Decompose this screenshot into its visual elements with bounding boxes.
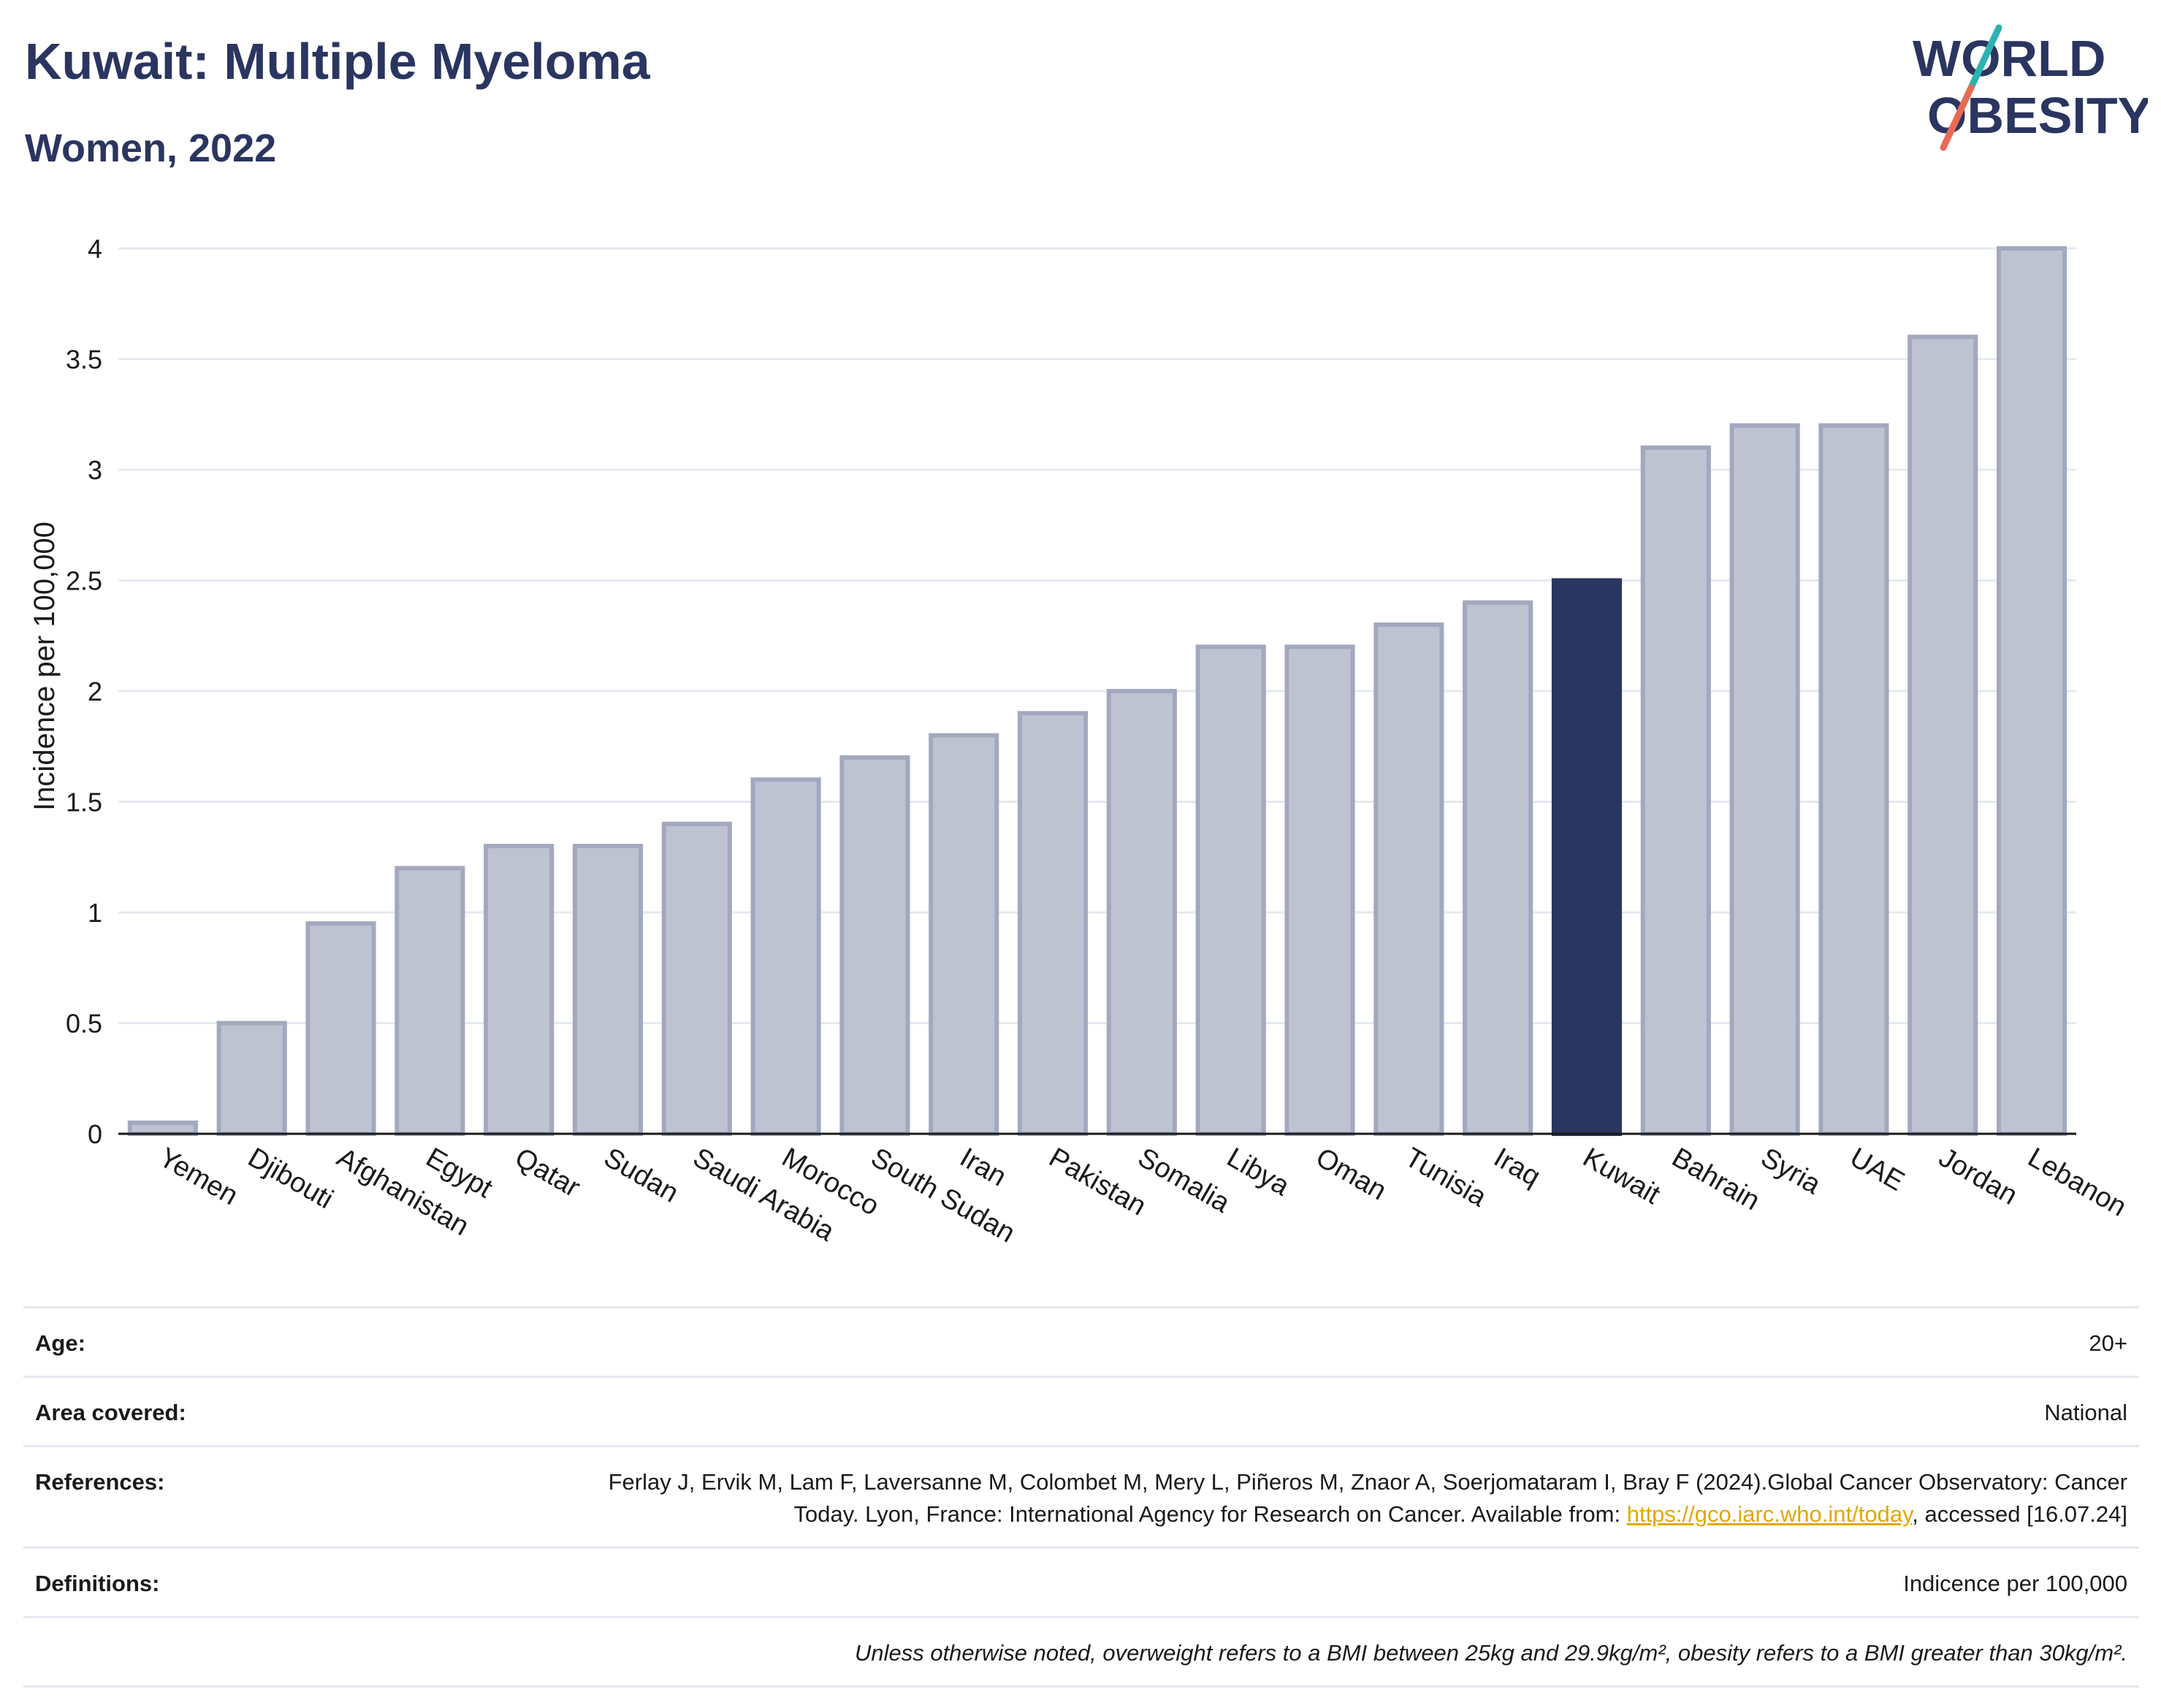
- logo-slash-coral: [1940, 84, 1975, 151]
- info-row-references: References: Ferlay J, Ervik M, Lam F, La…: [23, 1445, 2139, 1547]
- chart-subtitle: Women, 2022: [25, 126, 277, 170]
- x-tick-label: Syria: [1756, 1142, 1826, 1200]
- bar-jordan: [1907, 335, 1978, 1137]
- references-text: Ferlay J, Ervik M, Lam F, Laversanne M, …: [608, 1469, 2127, 1527]
- logo-slash-teal: [1967, 24, 2002, 91]
- bar-south-sudan: [839, 755, 910, 1136]
- y-tick-labels: 0 0.5 1 1.5 2 2.5 3 3.5 4: [66, 234, 102, 1149]
- y-axis-label: Incidence per 100,000: [28, 522, 61, 811]
- bar-chart: 0 0.5 1 1.5 2 2.5 3 3.5 4 Yemen DjiboutiAfghanist…: [28, 234, 2132, 1249]
- x-tick-label: Yemen: [153, 1142, 243, 1211]
- bar-iran: [929, 733, 999, 1136]
- age-label: Age:: [35, 1330, 85, 1356]
- references-value: Ferlay J, Ervik M, Lam F, Laversanne M, …: [593, 1466, 2127, 1530]
- y-tick-label: 3.5: [66, 345, 102, 375]
- x-tick-label: Sudan: [599, 1142, 684, 1208]
- bar-kuwait: [1551, 578, 1623, 1136]
- area-value: National: [2044, 1400, 2127, 1425]
- bar-afghanistan: [305, 921, 376, 1137]
- y-tick-label: 0.5: [66, 1009, 102, 1039]
- bar-syria: [1729, 423, 1800, 1136]
- bar-oman: [1284, 644, 1355, 1136]
- bar-iraq: [1463, 600, 1533, 1136]
- info-row-age: Age: 20+: [23, 1306, 2139, 1376]
- logo-word-world: WORLD: [1913, 30, 2105, 87]
- bar-bahrain: [1640, 445, 1711, 1136]
- x-tick-label: Djibouti: [243, 1142, 338, 1215]
- bar-uae: [1818, 423, 1889, 1136]
- chart-title: Kuwait: Multiple Myeloma: [25, 33, 650, 90]
- x-tick-label: Iran: [955, 1142, 1012, 1192]
- bar-libya: [1195, 644, 1266, 1136]
- bar-djibouti: [216, 1021, 287, 1136]
- x-tick-label: Iraq: [1489, 1142, 1546, 1192]
- x-tick-label: Tunisia: [1400, 1142, 1493, 1213]
- info-row-definitions: Definitions: Indicence per 100,000: [23, 1547, 2139, 1616]
- bar-lebanon: [1997, 246, 2067, 1136]
- x-tick-label: UAE: [1845, 1142, 1910, 1197]
- y-tick-label: 1: [88, 898, 102, 928]
- bar-saudi-arabia: [661, 821, 732, 1137]
- y-tick-label: 0: [88, 1119, 102, 1149]
- y-tick-label: 1.5: [66, 788, 102, 817]
- info-row-area: Area covered: National: [23, 1376, 2139, 1445]
- y-tick-label: 2: [88, 676, 102, 706]
- y-tick-label: 3: [88, 455, 102, 485]
- area-label: Area covered:: [35, 1400, 186, 1425]
- x-tick-label: Pakistan: [1044, 1142, 1151, 1221]
- y-tick-label: 4: [88, 234, 102, 264]
- x-tick-label: Jordan: [1934, 1142, 2023, 1211]
- bar-morocco: [750, 777, 821, 1136]
- definitions-value: Indicence per 100,000: [1903, 1571, 2127, 1596]
- bar-qatar: [484, 844, 554, 1136]
- bar-somalia: [1106, 689, 1177, 1136]
- definitions-label: Definitions:: [35, 1571, 160, 1596]
- bar-pakistan: [1018, 711, 1089, 1136]
- x-tick-label: Kuwait: [1578, 1142, 1666, 1211]
- references-link[interactable]: https://gco.iarc.who.int/today: [1626, 1501, 1913, 1527]
- bar-egypt: [395, 866, 465, 1137]
- bar-tunisia: [1373, 622, 1444, 1136]
- x-tick-label: Lebanon: [2023, 1142, 2132, 1222]
- references-label: References:: [35, 1469, 165, 1495]
- info-row-note: Unless otherwise noted, overweight refer…: [23, 1616, 2139, 1688]
- age-value: 20+: [2089, 1330, 2127, 1356]
- bar-yemen: [127, 1120, 198, 1136]
- x-tick-label: Qatar: [510, 1142, 586, 1203]
- info-table: Age: 20+ Area covered: National Referenc…: [23, 1306, 2139, 1688]
- x-tick-label: Somalia: [1132, 1142, 1235, 1219]
- references-accessed: , accessed [16.07.24]: [1912, 1501, 2127, 1527]
- x-tick-label: Bahrain: [1666, 1142, 1764, 1216]
- world-obesity-logo: WORLD OBESITY: [1913, 24, 2148, 151]
- bar-sudan: [572, 844, 644, 1136]
- bmi-note: Unless otherwise noted, overweight refer…: [854, 1640, 2127, 1666]
- y-tick-label: 2.5: [66, 566, 102, 596]
- bars: [127, 246, 2067, 1137]
- x-tick-label: Oman: [1311, 1142, 1392, 1206]
